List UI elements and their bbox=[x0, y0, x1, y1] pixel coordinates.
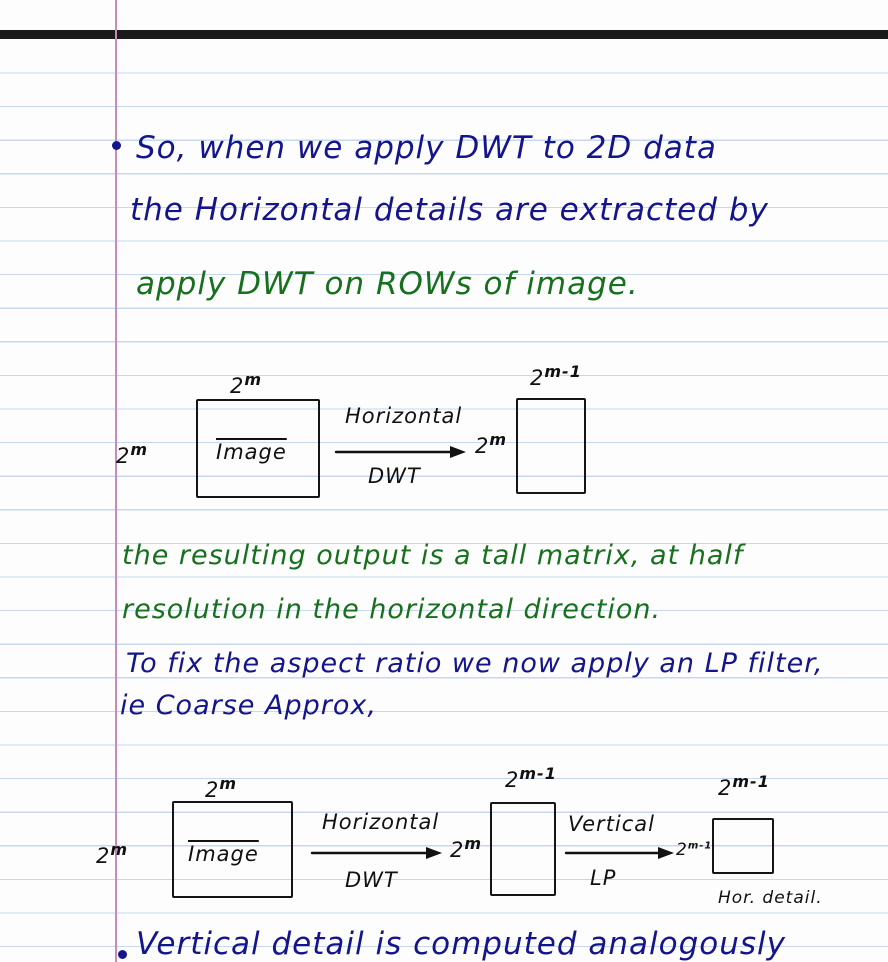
d2-output-left-base: 2 bbox=[676, 840, 688, 860]
d2-left-base: 2 bbox=[96, 844, 111, 868]
d1-output-left-exp: m bbox=[489, 430, 508, 449]
d2-output-top-dimension: 2m-1 bbox=[718, 772, 770, 800]
d2-mid-top-dimension: 2m-1 bbox=[505, 764, 557, 792]
d2-output-top-exp: m-1 bbox=[732, 772, 770, 791]
d2-image-label: Image bbox=[188, 842, 259, 866]
d1-output-left-base: 2 bbox=[475, 434, 490, 458]
d1-left-base: 2 bbox=[116, 444, 131, 468]
d2-arrow2-top-label: Vertical bbox=[568, 812, 656, 836]
note-line-2: the Horizontal details are extracted by bbox=[130, 192, 769, 228]
d1-image-box bbox=[196, 399, 320, 498]
d1-left-dimension: 2m bbox=[116, 440, 148, 468]
d2-arrow1-top-label: Horizontal bbox=[322, 810, 440, 834]
note-line-last: Vertical detail is computed analogously bbox=[136, 926, 786, 962]
d2-left-exp: m bbox=[110, 840, 129, 859]
d1-output-left-dimension: 2m bbox=[475, 430, 507, 458]
note-line-3: apply DWT on ROWs of image. bbox=[136, 266, 639, 302]
d1-output-top-dimension: 2m-1 bbox=[530, 362, 582, 390]
d2-mid-top-exp: m-1 bbox=[519, 764, 557, 783]
d2-mid-left-base: 2 bbox=[450, 838, 465, 862]
d1-top-exp: m bbox=[244, 370, 263, 389]
d2-mid-box bbox=[490, 802, 556, 896]
para-line-1: the resulting output is a tall matrix, a… bbox=[122, 540, 744, 571]
d2-arrow1-bottom-label: DWT bbox=[345, 868, 398, 892]
para-line-3: To fix the aspect ratio we now apply an … bbox=[126, 648, 824, 679]
d1-output-top-exp: m-1 bbox=[544, 362, 582, 381]
d2-arrow-2 bbox=[564, 847, 674, 859]
top-bar bbox=[0, 0, 888, 40]
bullet-dot-2 bbox=[118, 950, 127, 959]
d1-output-top-base: 2 bbox=[530, 366, 545, 390]
d2-output-left-exp: m-1 bbox=[687, 840, 713, 852]
d1-arrow-top-label: Horizontal bbox=[345, 404, 463, 428]
d2-mid-top-base: 2 bbox=[505, 768, 520, 792]
note-line-1: So, when we apply DWT to 2D data bbox=[136, 130, 717, 166]
d1-top-base: 2 bbox=[230, 374, 245, 398]
d1-left-exp: m bbox=[130, 440, 149, 459]
d2-top-dimension: 2m bbox=[205, 774, 237, 802]
bullet-dot bbox=[112, 141, 121, 150]
d1-output-box bbox=[516, 398, 586, 494]
d2-output-top-base: 2 bbox=[718, 776, 733, 800]
d2-top-exp: m bbox=[219, 774, 238, 793]
d2-caption: Hor. detail. bbox=[718, 888, 823, 908]
d2-left-dimension: 2m bbox=[96, 840, 128, 868]
d2-mid-left-exp: m bbox=[464, 834, 483, 853]
d2-arrow2-bottom-label: LP bbox=[590, 866, 617, 890]
d2-mid-left-dimension: 2m bbox=[450, 834, 482, 862]
para-line-4: ie Coarse Approx, bbox=[120, 690, 377, 721]
d2-arrow-1 bbox=[310, 847, 442, 859]
d2-output-left-dimension: 2m-1 bbox=[676, 840, 712, 860]
d1-image-label: Image bbox=[216, 440, 287, 464]
d2-image-box bbox=[172, 801, 293, 898]
d1-arrow bbox=[334, 446, 466, 458]
margin-line bbox=[115, 0, 117, 962]
para-line-2: resolution in the horizontal direction. bbox=[122, 594, 662, 625]
d1-arrow-bottom-label: DWT bbox=[368, 464, 421, 488]
d1-top-dimension: 2m bbox=[230, 370, 262, 398]
d2-output-box bbox=[712, 818, 774, 874]
d2-top-base: 2 bbox=[205, 778, 220, 802]
